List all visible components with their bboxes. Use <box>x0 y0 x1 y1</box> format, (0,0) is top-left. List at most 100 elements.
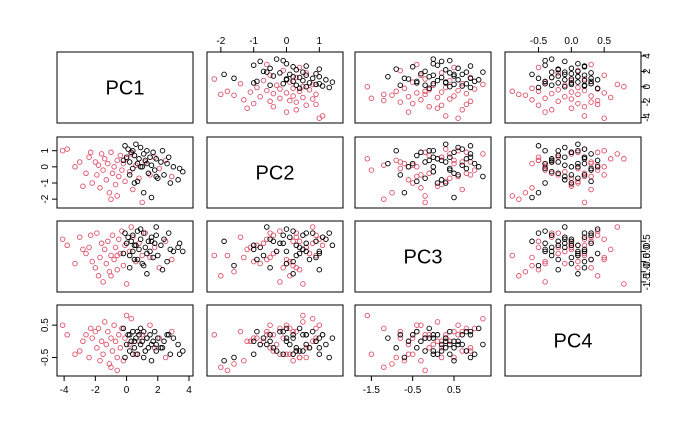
data-point <box>621 156 627 162</box>
data-point <box>139 338 145 345</box>
data-point <box>277 86 283 92</box>
data-point <box>568 70 575 77</box>
data-point <box>601 72 607 78</box>
data-point <box>442 159 449 165</box>
data-point <box>211 252 218 259</box>
data-point <box>221 238 227 245</box>
data-point <box>575 149 581 156</box>
data-point <box>309 230 316 236</box>
data-point <box>575 68 581 75</box>
data-point <box>264 69 270 75</box>
data-point <box>568 89 575 95</box>
data-point <box>447 175 453 181</box>
data-point <box>364 312 371 319</box>
data-point <box>300 94 306 101</box>
data-point <box>267 82 273 88</box>
data-point <box>283 322 290 328</box>
data-point <box>555 87 561 93</box>
data-point <box>122 354 128 361</box>
data-point <box>581 246 588 253</box>
data-point <box>401 357 408 364</box>
data-point <box>267 338 273 345</box>
data-point <box>422 367 428 374</box>
y-axis-pc2-left-tick-label: -1 <box>40 178 51 187</box>
data-point <box>614 81 621 88</box>
data-point <box>153 173 159 180</box>
data-point <box>270 90 277 97</box>
data-point <box>447 83 453 90</box>
data-point <box>438 58 445 65</box>
data-point <box>260 338 267 345</box>
data-point <box>581 76 588 82</box>
data-point <box>562 224 568 230</box>
data-point <box>467 84 474 91</box>
data-point <box>131 256 138 263</box>
data-point <box>575 250 581 257</box>
data-point <box>283 90 290 96</box>
data-point <box>447 96 453 102</box>
data-point <box>467 328 474 335</box>
data-point <box>575 79 581 85</box>
data-point <box>273 248 280 255</box>
data-point <box>231 361 237 367</box>
data-point <box>296 325 303 332</box>
data-point <box>153 156 159 162</box>
data-point <box>147 154 153 160</box>
data-point <box>100 351 106 357</box>
data-point <box>92 159 99 165</box>
data-point <box>447 351 453 357</box>
data-point <box>422 175 428 181</box>
data-point <box>442 345 449 351</box>
data-point <box>130 165 136 172</box>
data-point <box>438 102 445 108</box>
data-point <box>273 341 280 348</box>
data-point <box>575 147 581 154</box>
data-point <box>106 361 113 367</box>
data-point <box>555 266 561 273</box>
data-point <box>126 332 133 338</box>
data-point <box>562 77 568 83</box>
data-point <box>542 62 548 68</box>
data-point <box>575 84 581 91</box>
data-point <box>267 345 273 351</box>
data-point <box>581 72 588 78</box>
data-point <box>139 332 145 338</box>
panel-PC2-PC2 <box>206 136 344 209</box>
data-point <box>290 357 296 364</box>
data-point <box>594 85 601 92</box>
data-point <box>529 160 535 167</box>
x-axis-pc2-top-tick-label: -1 <box>249 36 258 47</box>
data-point <box>303 63 309 69</box>
data-point <box>98 151 105 157</box>
data-point <box>588 80 594 87</box>
data-point <box>562 58 568 65</box>
data-point <box>293 345 300 351</box>
data-point <box>267 322 273 328</box>
data-point <box>463 328 470 335</box>
data-point <box>86 244 92 251</box>
data-point <box>150 149 156 156</box>
data-point <box>290 73 296 80</box>
panel-PC1-PC1 <box>56 51 194 124</box>
data-point <box>319 83 326 89</box>
data-point <box>529 97 535 103</box>
data-point <box>231 75 237 82</box>
data-point <box>116 236 122 242</box>
data-point <box>594 149 601 156</box>
data-point <box>542 228 548 234</box>
data-point <box>581 172 588 178</box>
data-point <box>109 232 116 238</box>
data-point <box>125 146 131 152</box>
data-point <box>151 328 158 335</box>
data-point <box>211 76 218 82</box>
data-point <box>568 96 575 102</box>
data-point <box>434 180 441 186</box>
data-point <box>260 77 267 84</box>
data-point <box>430 341 437 348</box>
data-point <box>270 348 277 354</box>
data-point <box>459 162 465 168</box>
data-point <box>175 177 181 183</box>
data-point <box>303 240 309 247</box>
data-point <box>393 354 399 361</box>
data-point <box>319 113 326 119</box>
